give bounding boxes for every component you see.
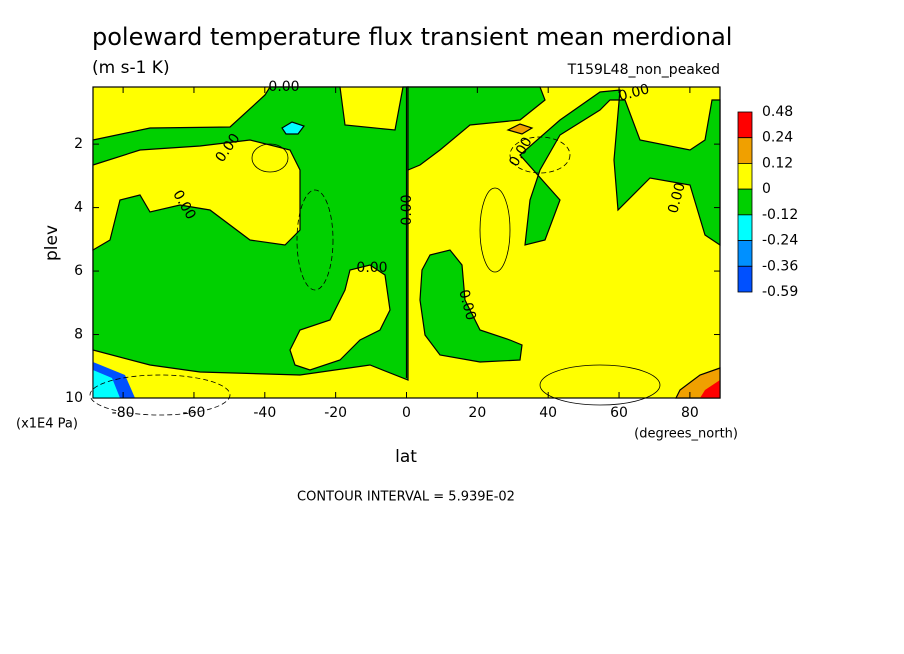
contour-line bbox=[251, 143, 289, 173]
contour-fill bbox=[89, 86, 721, 416]
contour-interval: CONTOUR INTERVAL = 5.939E-02 bbox=[297, 490, 515, 505]
x-axis-units: (degrees_north) bbox=[634, 427, 738, 442]
dataset-label: T159L48_non_peaked bbox=[567, 62, 720, 78]
y-tick-label: 4 bbox=[74, 200, 83, 216]
contour-label: 0.00 bbox=[455, 288, 479, 322]
colorbar-box bbox=[737, 163, 753, 190]
y-tick-label: 10 bbox=[65, 390, 83, 406]
region bbox=[407, 86, 546, 171]
colorbar-box bbox=[737, 111, 753, 139]
colorbar-box bbox=[737, 188, 753, 216]
region bbox=[92, 139, 301, 252]
x-tick-label: 20 bbox=[468, 405, 486, 421]
y-tick-label: 8 bbox=[74, 327, 83, 343]
colorbar-label: 0.12 bbox=[762, 155, 793, 171]
colorbar-box bbox=[737, 214, 753, 241]
region bbox=[519, 89, 721, 247]
contour-line bbox=[296, 189, 334, 291]
colorbar-label: -0.12 bbox=[762, 207, 798, 223]
region bbox=[281, 121, 305, 135]
colorbar-label: -0.24 bbox=[762, 233, 798, 249]
x-tick-label: -80 bbox=[112, 405, 135, 421]
contour-label: 0.00 bbox=[665, 181, 689, 215]
x-tick-label: 80 bbox=[681, 405, 699, 421]
x-tick-label: 60 bbox=[610, 405, 628, 421]
contour-label: 0.00 bbox=[356, 260, 387, 276]
colorbar-label: 0.24 bbox=[762, 130, 793, 146]
y-tick-label: 6 bbox=[74, 263, 83, 279]
colorbar-label: 0 bbox=[762, 181, 771, 197]
region bbox=[700, 380, 720, 398]
y-tick-label: 2 bbox=[74, 136, 83, 152]
region bbox=[93, 370, 120, 398]
colorbar-box bbox=[737, 137, 753, 164]
contour-line bbox=[89, 374, 231, 416]
colorbar-label: -0.36 bbox=[762, 258, 798, 274]
x-tick-label: -40 bbox=[253, 405, 276, 421]
chart-title: poleward temperature flux transient mean… bbox=[92, 23, 732, 51]
x-tick-label: -60 bbox=[183, 405, 206, 421]
subtitle: (m s-1 K) bbox=[92, 58, 170, 78]
region bbox=[419, 249, 523, 363]
x-tick-label: 40 bbox=[539, 405, 557, 421]
y-axis-label: plev bbox=[42, 225, 62, 261]
contour-line bbox=[539, 364, 661, 406]
x-axis-label: lat bbox=[395, 447, 417, 467]
x-tick-label: 0 bbox=[402, 405, 411, 421]
colorbar-box bbox=[737, 265, 753, 293]
x-tick-label: -20 bbox=[324, 405, 347, 421]
contour-label: 0.00 bbox=[617, 81, 651, 105]
y-axis-units: (x1E4 Pa) bbox=[16, 417, 78, 432]
colorbar-label: -0.59 bbox=[762, 284, 798, 300]
contour-label: 0.00 bbox=[399, 194, 415, 225]
region bbox=[289, 264, 391, 371]
colorbar-box bbox=[737, 240, 753, 267]
region bbox=[506, 123, 534, 135]
contour-label: 0.00 bbox=[268, 79, 299, 95]
contour-line bbox=[509, 136, 571, 174]
colorbar-label: 0.48 bbox=[762, 104, 793, 120]
contour-line bbox=[479, 187, 511, 273]
